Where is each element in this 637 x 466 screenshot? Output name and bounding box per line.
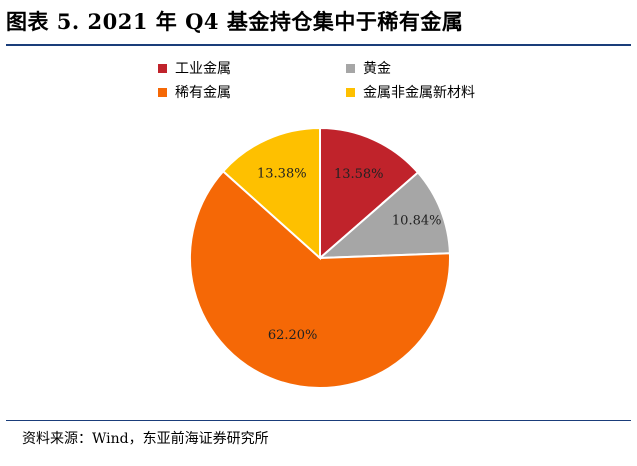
data-label: 62.20% (268, 328, 318, 343)
legend-swatch (158, 87, 167, 97)
legend-label: 黄金 (363, 61, 391, 77)
legend-swatch (346, 63, 355, 73)
slice-gold (317, 171, 451, 260)
legend-item-new-materials: 金属非金属新材料 (346, 82, 475, 102)
legend-swatch (158, 63, 167, 73)
source-divider (6, 420, 631, 421)
slice-new-materials (221, 126, 321, 261)
legend-item-gold: 黄金 (346, 58, 391, 78)
legend-item-industrial-metals: 工业金属 (158, 58, 231, 78)
title-divider (6, 44, 631, 46)
figure-title: 图表 5. 2021 年 Q4 基金持仓集中于稀有金属 (6, 9, 464, 34)
data-label: 10.84% (392, 214, 442, 229)
source-note: 资料来源：Wind，东亚前海证券研究所 (22, 431, 269, 447)
data-label: 13.58% (334, 167, 384, 182)
legend-item-rare-metals: 稀有金属 (158, 82, 231, 102)
legend-label: 金属非金属新材料 (363, 85, 475, 101)
data-label: 13.38% (257, 167, 307, 182)
slice-rare-metals (189, 169, 451, 389)
slice-industrial-metals (319, 126, 420, 261)
legend-label: 工业金属 (175, 61, 231, 77)
legend-label: 稀有金属 (175, 85, 231, 101)
legend-swatch (346, 87, 355, 97)
